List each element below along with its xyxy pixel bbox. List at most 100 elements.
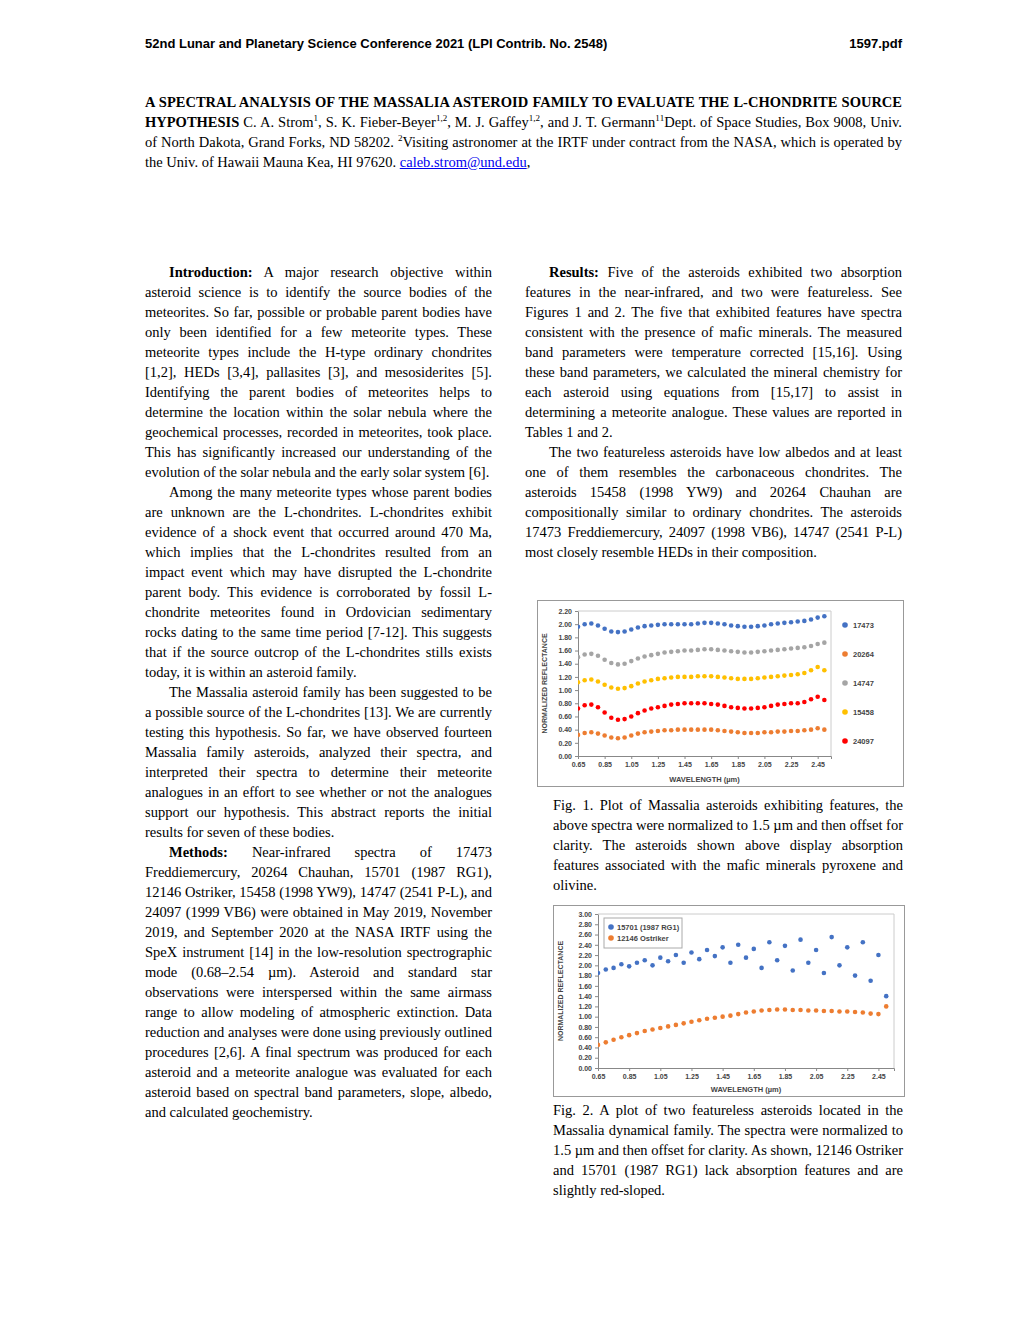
data-point	[806, 1008, 811, 1013]
legend-item: 17473	[842, 621, 874, 630]
data-point	[609, 661, 614, 666]
x-axis-line	[599, 1069, 895, 1072]
legend: 15701 (1987 RG1)12146 Ostriker	[604, 918, 682, 948]
data-point	[729, 729, 734, 734]
x-tick-label: 1.05	[654, 1073, 668, 1080]
x-tick-label: 0.85	[598, 761, 612, 768]
data-point	[642, 958, 647, 963]
x-tick-mark	[816, 1068, 817, 1071]
paragraph-text: The Massalia asteroid family has been su…	[145, 684, 492, 840]
data-point	[829, 1009, 834, 1014]
affiliation-sup: 2	[398, 133, 403, 143]
legend-marker	[842, 622, 848, 628]
data-point	[682, 727, 687, 732]
author: , and J. T. Germann	[540, 114, 655, 130]
data-point	[720, 945, 725, 950]
data-point	[809, 727, 814, 732]
x-tick: 2.45	[811, 756, 825, 768]
data-point	[578, 680, 580, 685]
data-point	[837, 963, 842, 968]
data-point	[629, 684, 634, 689]
data-point	[762, 675, 767, 680]
x-axis-title: WAVELENGTH (µm)	[711, 1085, 782, 1094]
data-point	[769, 622, 774, 627]
paragraph: The two featureless asteroids have low a…	[525, 442, 902, 562]
chart: 0.650.851.051.251.451.651.852.052.252.45…	[538, 601, 903, 786]
author-sup: 1,2	[529, 113, 540, 123]
data-point	[845, 945, 850, 950]
data-point	[782, 729, 787, 734]
series	[578, 694, 827, 722]
legend-marker	[842, 680, 848, 686]
data-point	[611, 1037, 616, 1042]
data-point	[674, 1023, 679, 1028]
y-tick-label: 1.60	[558, 647, 572, 654]
y-tick: 1.40	[578, 993, 598, 1000]
data-point	[609, 629, 614, 634]
y-tick: 2.20	[578, 952, 598, 959]
data-point	[853, 1010, 858, 1015]
data-point	[789, 701, 794, 706]
y-tick-mark	[575, 743, 578, 744]
legend-item: 20264	[842, 650, 874, 659]
y-tick-mark	[575, 677, 578, 678]
data-point	[656, 705, 661, 710]
data-point	[616, 662, 621, 667]
data-point	[735, 706, 740, 711]
data-point	[809, 644, 814, 649]
paragraph: Methods: Near-infrared spectra of 17473 …	[145, 842, 492, 1122]
data-point	[722, 704, 727, 709]
y-tick: 1.80	[558, 634, 578, 641]
y-tick-label: 2.00	[578, 962, 592, 969]
x-tick-mark	[785, 1068, 786, 1071]
x-tick: 1.25	[685, 1068, 699, 1080]
data-point	[815, 694, 820, 699]
data-point	[722, 622, 727, 627]
data-point	[669, 650, 674, 655]
data-point	[609, 715, 614, 720]
paragraph: Results: Five of the asteroids exhibited…	[525, 262, 902, 442]
data-point	[769, 675, 774, 680]
y-tick-mark	[595, 965, 598, 966]
data-point	[802, 619, 807, 624]
x-tick-mark	[818, 756, 819, 759]
y-tick-mark	[575, 703, 578, 704]
data-point	[682, 622, 687, 627]
data-point	[596, 654, 601, 659]
data-point	[755, 706, 760, 711]
data-point	[729, 705, 734, 710]
data-point	[676, 649, 681, 654]
data-point	[744, 955, 749, 960]
x-tick-mark	[878, 1068, 879, 1071]
data-point	[775, 648, 780, 653]
data-point	[742, 731, 747, 736]
data-point	[582, 703, 587, 708]
email[interactable]: caleb.strom@und.edu	[400, 154, 527, 170]
caption-text: Plot of Massalia asteroids exhibiting fe…	[553, 797, 903, 893]
y-tick-mark	[575, 611, 578, 612]
data-point	[709, 702, 714, 707]
data-point	[759, 1008, 764, 1013]
data-point	[755, 650, 760, 655]
data-point	[582, 678, 587, 683]
data-point	[795, 672, 800, 677]
data-point	[814, 1008, 819, 1013]
data-point	[662, 676, 667, 681]
data-point	[735, 650, 740, 655]
y-tick-label: 1.20	[578, 1003, 592, 1010]
data-point	[775, 674, 780, 679]
y-tick-label: 1.20	[558, 674, 572, 681]
y-tick: 0.00	[558, 753, 578, 760]
x-tick-label: 2.05	[810, 1073, 824, 1080]
data-point	[815, 642, 820, 647]
data-point	[755, 676, 760, 681]
x-tick-label: 1.65	[705, 761, 719, 768]
data-point	[636, 625, 641, 630]
data-point	[642, 679, 647, 684]
author: , S. K. Fieber-Beyer	[318, 114, 436, 130]
data-point	[884, 994, 889, 999]
y-tick-mark	[595, 1017, 598, 1018]
data-point	[629, 627, 634, 632]
paragraph-text: Near-infrared spectra of 17473 Freddieme…	[145, 844, 492, 1120]
data-point	[861, 940, 866, 945]
